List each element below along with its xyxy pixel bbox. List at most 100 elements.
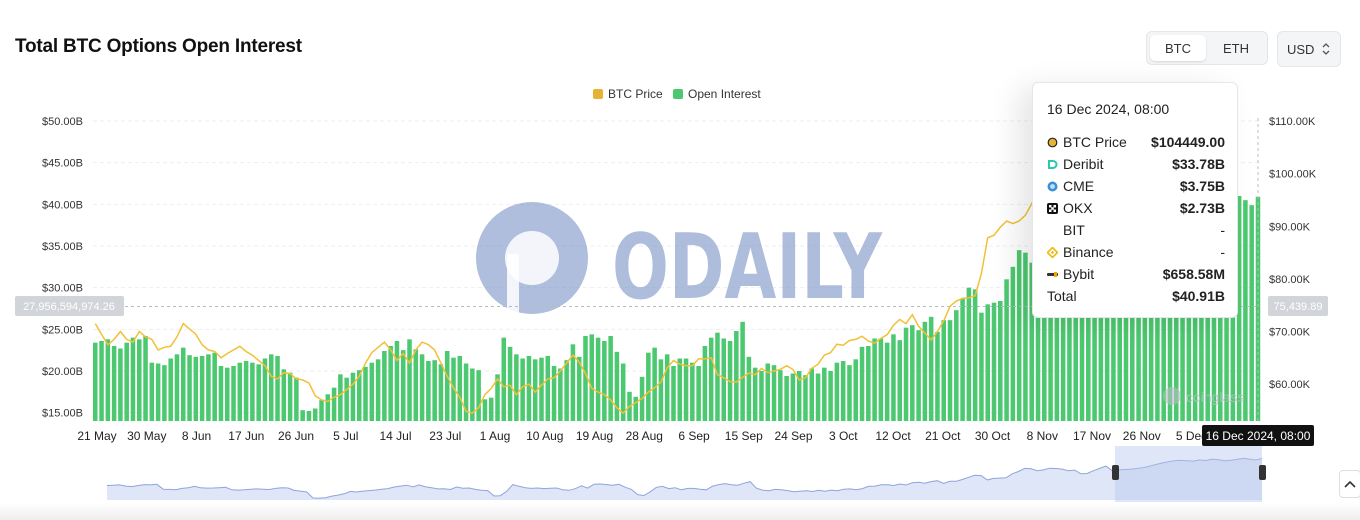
oi-bar	[690, 362, 695, 421]
crosshair-left-value: 27,956,594,974.26	[23, 301, 115, 313]
oi-bar	[759, 371, 764, 421]
navigator-selection[interactable]	[1115, 446, 1262, 502]
oi-bar	[306, 411, 312, 421]
x-tick-label: 6 Sep	[678, 429, 710, 443]
oi-bar	[771, 365, 777, 421]
x-tick-label: 8 Jun	[182, 429, 211, 443]
oi-bar	[828, 371, 833, 421]
oi-bar	[1155, 221, 1160, 421]
oi-bar	[740, 321, 745, 421]
oi-bar	[595, 337, 601, 421]
oi-bar	[878, 338, 884, 421]
oi-bar	[778, 370, 783, 421]
oi-bar	[1086, 262, 1091, 421]
oi-bar	[620, 363, 626, 421]
oi-bar	[1054, 254, 1060, 421]
x-tick-label: 19 Aug	[576, 429, 613, 443]
oi-bar	[803, 375, 808, 421]
oi-bar	[426, 361, 431, 421]
oi-bar	[790, 373, 796, 421]
legend-label-open-interest[interactable]: Open Interest	[688, 87, 761, 101]
tooltip-row-value: $104449.00	[1151, 134, 1225, 150]
x-tick-label: 8 Nov	[1027, 429, 1058, 443]
y-left-tick-label: $45.00B	[42, 158, 83, 170]
oi-bar	[488, 397, 494, 421]
x-tick-label: 1 Aug	[480, 429, 511, 443]
range-navigator[interactable]	[106, 446, 1266, 502]
tooltip-row-name: Deribit	[1063, 156, 1104, 172]
scroll-to-top-button[interactable]	[1339, 470, 1360, 498]
oi-bar	[859, 346, 865, 421]
chevron-up-icon	[1344, 480, 1356, 488]
oi-bar	[551, 366, 557, 421]
bybit-icon	[1047, 272, 1058, 277]
oi-bar	[432, 360, 437, 421]
legend-label-btc-price[interactable]: BTC Price	[608, 87, 663, 101]
oi-bar	[614, 351, 620, 421]
oi-bar	[394, 341, 400, 421]
oi-bar	[532, 359, 538, 421]
oi-bar	[457, 356, 463, 421]
oi-bar	[840, 361, 846, 421]
oi-bar	[463, 363, 469, 421]
oi-bar	[809, 368, 815, 421]
oi-bar	[765, 363, 771, 421]
chevron-updown-icon	[1322, 43, 1330, 55]
oi-bar	[136, 339, 142, 421]
tooltip-row-value: $658.58M	[1162, 266, 1225, 282]
oi-bar	[966, 287, 972, 421]
x-tick-label: 24 Sep	[774, 429, 812, 443]
btc-toggle-button[interactable]: BTC	[1150, 35, 1206, 61]
x-tick-label: 17 Nov	[1073, 429, 1111, 443]
oi-bar	[268, 354, 274, 421]
y-right-tick-label: $90.00K	[1269, 221, 1311, 233]
page-title: Total BTC Options Open Interest	[15, 36, 302, 57]
oi-bar	[897, 340, 902, 421]
navigator-right-handle[interactable]	[1259, 465, 1266, 480]
oi-bar	[928, 316, 934, 421]
tooltip-row-value: -	[1220, 244, 1225, 260]
oi-bar	[570, 344, 576, 421]
crosshair-date-label: 16 Dec 2024, 08:00	[1206, 429, 1311, 443]
oi-bar	[294, 377, 299, 421]
oi-bar	[947, 320, 953, 421]
currency-select[interactable]: USD	[1277, 31, 1341, 67]
eth-toggle-button[interactable]: ETH	[1208, 35, 1264, 61]
oi-bar	[476, 370, 481, 421]
oi-bar	[998, 301, 1003, 421]
x-tick-label: 5 Jul	[333, 429, 358, 443]
oi-bar	[363, 366, 368, 421]
tooltip-row-bybit: Bybit $658.58M	[1047, 266, 1225, 284]
y-left-tick-label: $20.00B	[42, 366, 83, 378]
oi-bar	[664, 354, 670, 421]
oi-bar	[193, 356, 199, 421]
x-tick-label: 15 Sep	[725, 429, 763, 443]
oi-bar	[1004, 279, 1009, 421]
oi-bar	[451, 357, 456, 421]
tooltip-row-value: $3.75B	[1179, 178, 1225, 194]
oi-bar	[331, 387, 337, 421]
oi-bar	[903, 327, 909, 421]
navigator-left-handle[interactable]	[1112, 465, 1119, 480]
oi-bar	[884, 342, 890, 421]
oi-bar	[118, 348, 123, 421]
oi-bar	[671, 366, 676, 421]
oi-bar	[243, 361, 249, 421]
tooltip-row-value: -	[1220, 222, 1225, 238]
oi-bar	[1023, 252, 1028, 421]
oi-bar	[1079, 277, 1085, 421]
oi-bar	[702, 346, 708, 421]
oi-bar	[162, 365, 167, 421]
oi-bar	[646, 352, 651, 421]
x-tick-label: 28 Aug	[626, 429, 663, 443]
oi-bar	[715, 332, 720, 421]
oi-bar	[300, 410, 305, 421]
oi-bar	[1123, 254, 1129, 421]
y-left-tick-label: $50.00B	[42, 116, 83, 128]
oi-bar	[583, 336, 588, 421]
btc-price-circle-icon	[1047, 137, 1058, 148]
binance-icon	[1047, 247, 1058, 258]
oi-bar	[979, 312, 984, 421]
oi-bar	[168, 358, 173, 421]
oi-bar	[1142, 237, 1148, 421]
